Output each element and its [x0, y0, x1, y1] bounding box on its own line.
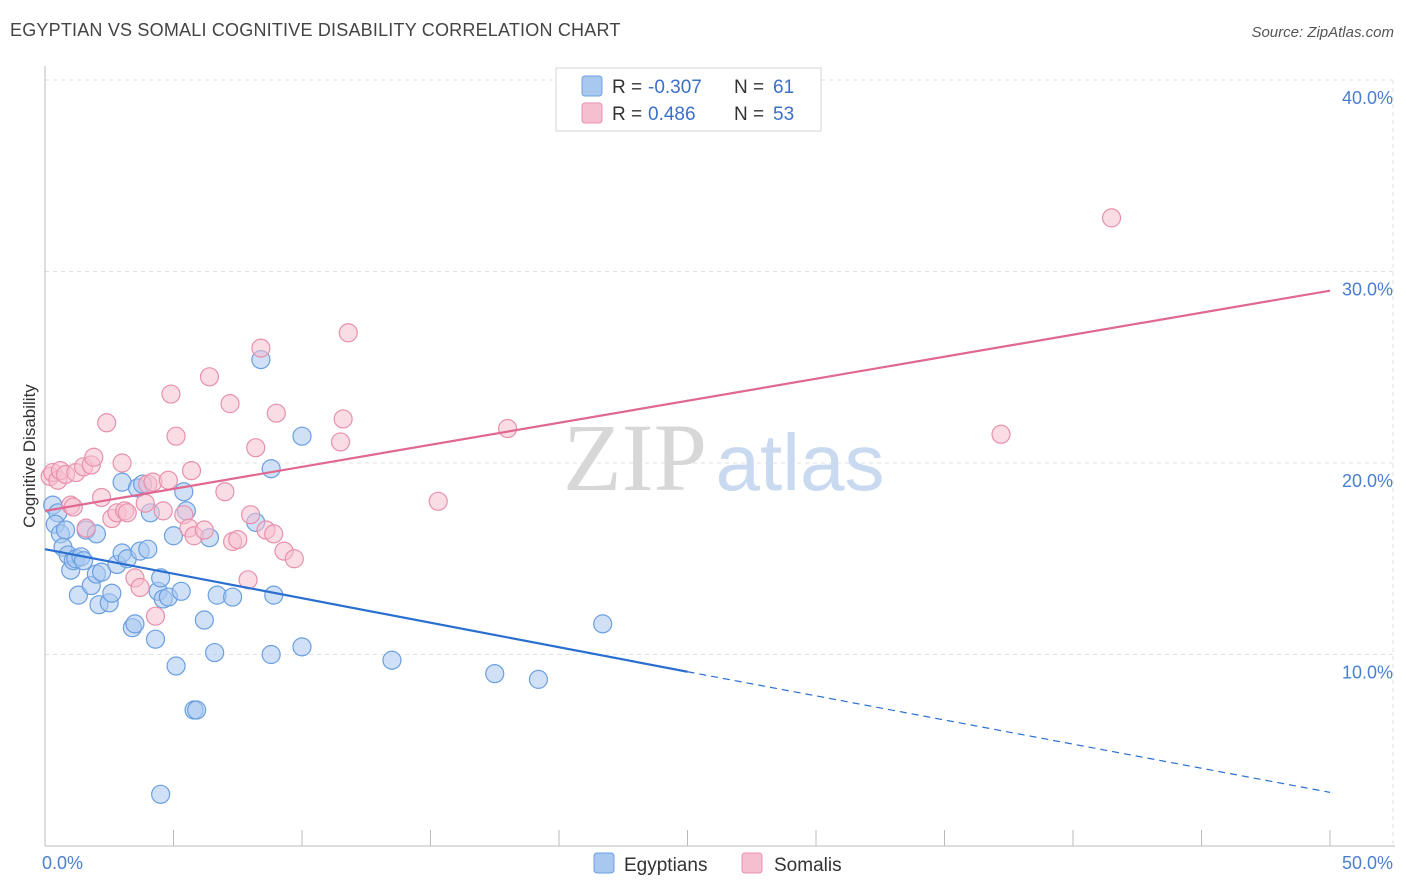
- somalis-point-41: [246, 438, 266, 458]
- somalis-point-12: [91, 487, 112, 508]
- egyptians-point-58: [593, 614, 613, 634]
- egyptians-point-59: [151, 784, 171, 804]
- watermark-zip: ZIP: [563, 404, 707, 511]
- somalis-point-31: [181, 461, 202, 481]
- legend-swatch-egyptians: [593, 852, 615, 874]
- egyptians-point-50: [261, 459, 281, 479]
- egyptians-point-54: [292, 637, 312, 657]
- somalis-point-34: [199, 367, 220, 387]
- x-tick-label-50: 50.0%: [1342, 853, 1393, 873]
- legend-label-somalis: Somalis: [774, 855, 842, 876]
- egyptians-point-43: [194, 610, 214, 630]
- y-axis-title: Cognitive Disability: [20, 384, 39, 528]
- somalis-point-53: [991, 424, 1011, 444]
- somalis-point-24: [145, 606, 166, 626]
- legend: R = -0.307 N = 61 R = 0.486 N = 53: [555, 67, 822, 132]
- chart-title: EGYPTIAN VS SOMALI COGNITIVE DISABILITY …: [10, 20, 621, 40]
- somalis-point-50: [338, 323, 358, 343]
- y-tick-label-40: 40.0%: [1342, 88, 1393, 108]
- egyptians-point-18: [102, 583, 122, 603]
- egyptians-point-32: [145, 629, 166, 649]
- y-tick-label-30: 30.0%: [1342, 280, 1393, 300]
- egyptians-trend-extension: [687, 671, 1331, 793]
- somalis-point-16: [112, 453, 132, 473]
- legend-swatch-somalis: [741, 852, 763, 874]
- egyptians-point-4: [55, 520, 76, 540]
- somalis-point-10: [84, 447, 104, 467]
- y-tick-label-20: 20.0%: [1342, 471, 1393, 491]
- somalis-point-20: [130, 577, 150, 598]
- egyptians-point-56: [485, 664, 505, 684]
- somalis-point-28: [166, 426, 186, 446]
- somalis-point-38: [228, 529, 248, 550]
- legend-n-label-1: N =: [734, 104, 764, 125]
- somalis-point-13: [97, 413, 117, 433]
- somalis-point-47: [284, 549, 304, 569]
- somalis-point-35: [215, 482, 235, 502]
- somalis-point-36: [220, 394, 240, 414]
- legend-swatch-0: [581, 75, 603, 97]
- watermark: ZIP atlas: [563, 404, 884, 511]
- trend-lines: [44, 289, 1331, 793]
- x-tick-label-0: 0.0%: [42, 853, 83, 873]
- somalis-trend-line: [44, 289, 1331, 512]
- legend-r-label-1: R =: [612, 104, 642, 125]
- egyptians-point-16: [91, 562, 112, 582]
- somalis-point-52: [498, 418, 518, 439]
- egyptians-point-47: [223, 587, 243, 607]
- somalis-point-25: [153, 501, 173, 521]
- y-tick-label-10: 10.0%: [1342, 663, 1393, 683]
- somalis-point-21: [135, 493, 155, 513]
- egyptians-point-25: [138, 539, 158, 559]
- egyptians-point-57: [528, 669, 549, 689]
- egyptians-point-55: [382, 650, 402, 670]
- somalis-point-49: [333, 409, 353, 429]
- egyptians-point-42: [187, 700, 207, 720]
- somalis-point-51: [428, 491, 448, 511]
- egyptians-point-53: [292, 426, 312, 446]
- egyptians-trend-line: [44, 548, 688, 673]
- egyptians-point-38: [166, 656, 186, 676]
- egyptians-point-51: [261, 644, 281, 665]
- egyptians-point-37: [163, 526, 184, 546]
- somalis-point-40: [241, 505, 261, 525]
- egyptians-point-52: [264, 585, 284, 605]
- legend-n-value-1: 53: [773, 104, 794, 125]
- axes: [44, 66, 1395, 847]
- tick-labels: 10.0% 20.0% 30.0% 40.0% 0.0% 50.0%: [42, 88, 1393, 873]
- bottom-legend: Egyptians Somalis: [593, 852, 842, 876]
- legend-label-egyptians: Egyptians: [624, 855, 707, 876]
- somalis-point-18: [117, 503, 137, 523]
- egyptians-point-34: [151, 568, 171, 588]
- egyptians-point-60: [171, 581, 191, 601]
- legend-r-value-0: -0.307: [648, 77, 702, 98]
- legend-n-value-0: 61: [773, 77, 794, 98]
- somalis-point-54: [1101, 208, 1122, 228]
- legend-r-value-1: 0.486: [648, 104, 696, 125]
- legend-r-label-0: R =: [612, 77, 642, 98]
- somalis-point-48: [330, 432, 351, 452]
- somalis-point-11: [76, 518, 96, 538]
- egyptians-point-23: [125, 614, 145, 634]
- legend-n-label-0: N =: [734, 77, 764, 98]
- egyptians-point-12: [68, 585, 89, 605]
- source-label: Source: ZipAtlas.com: [1251, 24, 1394, 41]
- somalis-point-27: [161, 384, 181, 404]
- somalis-point-42: [251, 338, 271, 358]
- somalis-point-33: [194, 520, 214, 540]
- legend-swatch-1: [581, 102, 603, 124]
- somalis-point-45: [266, 403, 286, 423]
- egyptians-point-45: [205, 642, 225, 663]
- somalis-point-44: [264, 524, 284, 544]
- somalis-point-26: [158, 470, 178, 490]
- watermark-atlas: atlas: [716, 418, 885, 507]
